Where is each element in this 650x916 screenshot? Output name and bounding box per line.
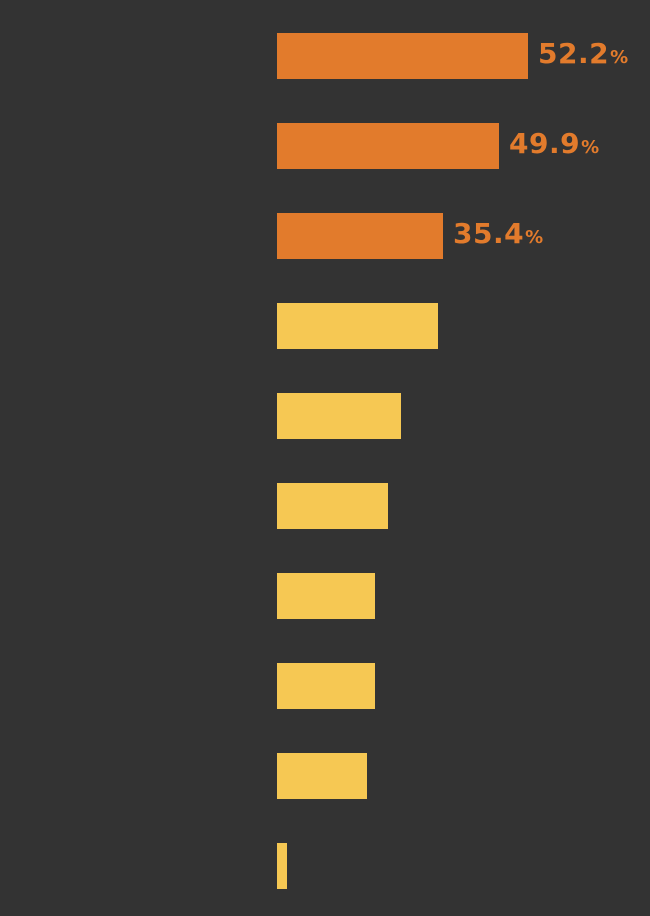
percent-sign: % <box>610 47 629 68</box>
value-number: 49.9 <box>509 127 581 160</box>
bar <box>277 843 287 889</box>
bar-row: 49.9% <box>277 123 600 169</box>
bar-value-label: 35.4% <box>453 211 544 261</box>
bar <box>277 33 528 79</box>
value-number: 35.4 <box>453 217 525 250</box>
bar-row <box>277 753 367 799</box>
bar-value-label: 52.2% <box>538 31 629 81</box>
bar-row <box>277 843 287 889</box>
bar <box>277 753 367 799</box>
bar <box>277 123 499 169</box>
bar <box>277 393 401 439</box>
bar <box>277 663 375 709</box>
percent-sign: % <box>581 137 600 158</box>
bar-row: 35.4% <box>277 213 544 259</box>
bar-row: 52.2% <box>277 33 629 79</box>
bar <box>277 213 443 259</box>
bar-value-label: 49.9% <box>509 121 600 171</box>
bar <box>277 573 375 619</box>
percent-sign: % <box>525 227 544 248</box>
bar <box>277 483 388 529</box>
bar-row <box>277 483 388 529</box>
bar-row <box>277 393 401 439</box>
bar-row <box>277 663 375 709</box>
bar <box>277 303 438 349</box>
value-number: 52.2 <box>538 37 610 70</box>
bar-row <box>277 303 438 349</box>
bar-row <box>277 573 375 619</box>
